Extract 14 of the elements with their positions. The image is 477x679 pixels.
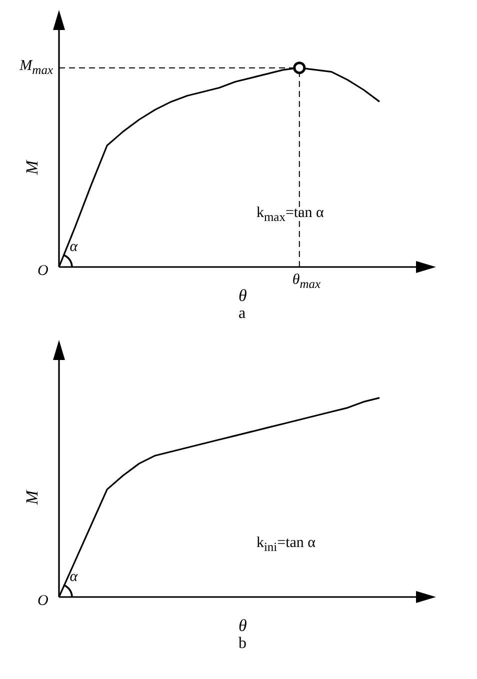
annotation: k$_{max}$=tan α <box>256 205 324 224</box>
y-axis-title: M <box>22 160 42 176</box>
x-axis-title: θ <box>238 616 247 635</box>
y-axis-title: M <box>22 490 42 506</box>
text: θ$_{max}$ <box>292 272 321 291</box>
ref-line-label: M$_{max}$ <box>20 58 53 77</box>
text: O <box>37 592 48 609</box>
annotation: α <box>70 568 78 585</box>
annotation: k$_{ini}$=tan α <box>256 535 316 554</box>
x-axis-title: θ <box>238 286 247 305</box>
text: a <box>238 305 246 322</box>
text: O <box>37 262 48 279</box>
text: b <box>238 635 246 652</box>
annotation: α <box>70 238 78 255</box>
